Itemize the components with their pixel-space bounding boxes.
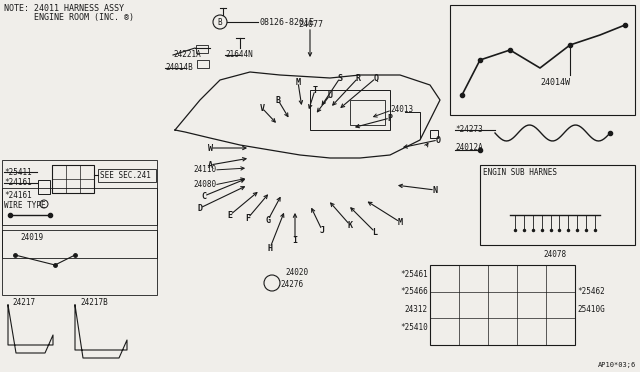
Text: Q: Q <box>374 74 378 83</box>
Bar <box>52 165 94 193</box>
Text: 24019: 24019 <box>20 233 43 242</box>
Text: *25410: *25410 <box>400 323 428 332</box>
Bar <box>310 90 390 130</box>
Text: *25466: *25466 <box>400 287 428 296</box>
Text: K: K <box>348 221 353 230</box>
Bar <box>430 265 575 345</box>
Text: 25410G: 25410G <box>577 305 605 314</box>
Text: AP10*03;6: AP10*03;6 <box>598 362 636 368</box>
Text: 24078: 24078 <box>543 250 566 259</box>
Text: J: J <box>319 225 324 234</box>
Circle shape <box>213 15 227 29</box>
Text: H: H <box>268 244 273 253</box>
Text: B: B <box>275 96 280 105</box>
Text: 21644N: 21644N <box>225 50 253 59</box>
Text: 24080: 24080 <box>193 180 216 189</box>
Text: N: N <box>433 186 438 195</box>
Bar <box>2 188 157 258</box>
Text: WIRE TYPE: WIRE TYPE <box>4 201 45 210</box>
Text: *25461: *25461 <box>400 270 428 279</box>
Text: U: U <box>328 90 333 99</box>
Bar <box>450 5 635 115</box>
Text: 24012A: 24012A <box>455 143 483 152</box>
Text: *25411: *25411 <box>4 168 32 177</box>
Text: SEE SEC.241: SEE SEC.241 <box>100 170 151 180</box>
Text: ENGINE ROOM (INC. ®): ENGINE ROOM (INC. ®) <box>4 13 134 22</box>
Text: S: S <box>337 74 342 83</box>
Text: 24014B: 24014B <box>165 63 193 72</box>
Text: G: G <box>266 215 271 224</box>
Text: C: C <box>202 192 207 201</box>
Text: 24312: 24312 <box>405 305 428 314</box>
Bar <box>38 180 50 194</box>
Text: 24217B: 24217B <box>80 298 108 307</box>
Text: *25462: *25462 <box>577 287 605 296</box>
Text: F: F <box>246 214 250 222</box>
Text: W: W <box>207 144 212 153</box>
Text: O: O <box>435 135 440 144</box>
Bar <box>196 45 208 53</box>
Text: A: A <box>207 160 212 170</box>
Text: NOTE: 24011 HARNESS ASSY: NOTE: 24011 HARNESS ASSY <box>4 4 124 13</box>
Bar <box>2 230 157 295</box>
Text: *24161: *24161 <box>4 178 32 187</box>
Text: 24110: 24110 <box>193 165 216 174</box>
Text: R: R <box>355 74 360 83</box>
Text: I: I <box>292 235 298 244</box>
Text: 24077: 24077 <box>298 20 323 29</box>
Bar <box>197 60 209 68</box>
Text: P: P <box>387 113 392 122</box>
Text: E: E <box>227 211 232 219</box>
Text: L: L <box>372 228 378 237</box>
Text: 24217: 24217 <box>12 298 35 307</box>
Text: M: M <box>296 77 301 87</box>
Text: *24273: *24273 <box>455 125 483 134</box>
Text: 24276: 24276 <box>280 280 303 289</box>
Text: B: B <box>218 17 222 26</box>
Text: V: V <box>259 103 264 112</box>
Bar <box>480 165 635 245</box>
Text: T: T <box>312 86 317 94</box>
Text: D: D <box>198 203 202 212</box>
Bar <box>2 160 157 225</box>
Text: 24020: 24020 <box>285 268 308 277</box>
Text: *24161: *24161 <box>4 191 32 200</box>
Text: 24013: 24013 <box>390 105 413 114</box>
Text: 24014W: 24014W <box>540 78 570 87</box>
Bar <box>350 100 385 125</box>
Bar <box>430 130 438 138</box>
Text: ENGIN SUB HARNES: ENGIN SUB HARNES <box>483 168 557 177</box>
Text: 08126-8201E: 08126-8201E <box>260 17 315 26</box>
Text: M: M <box>397 218 403 227</box>
Bar <box>98 169 156 182</box>
Text: 24221A: 24221A <box>173 50 201 59</box>
